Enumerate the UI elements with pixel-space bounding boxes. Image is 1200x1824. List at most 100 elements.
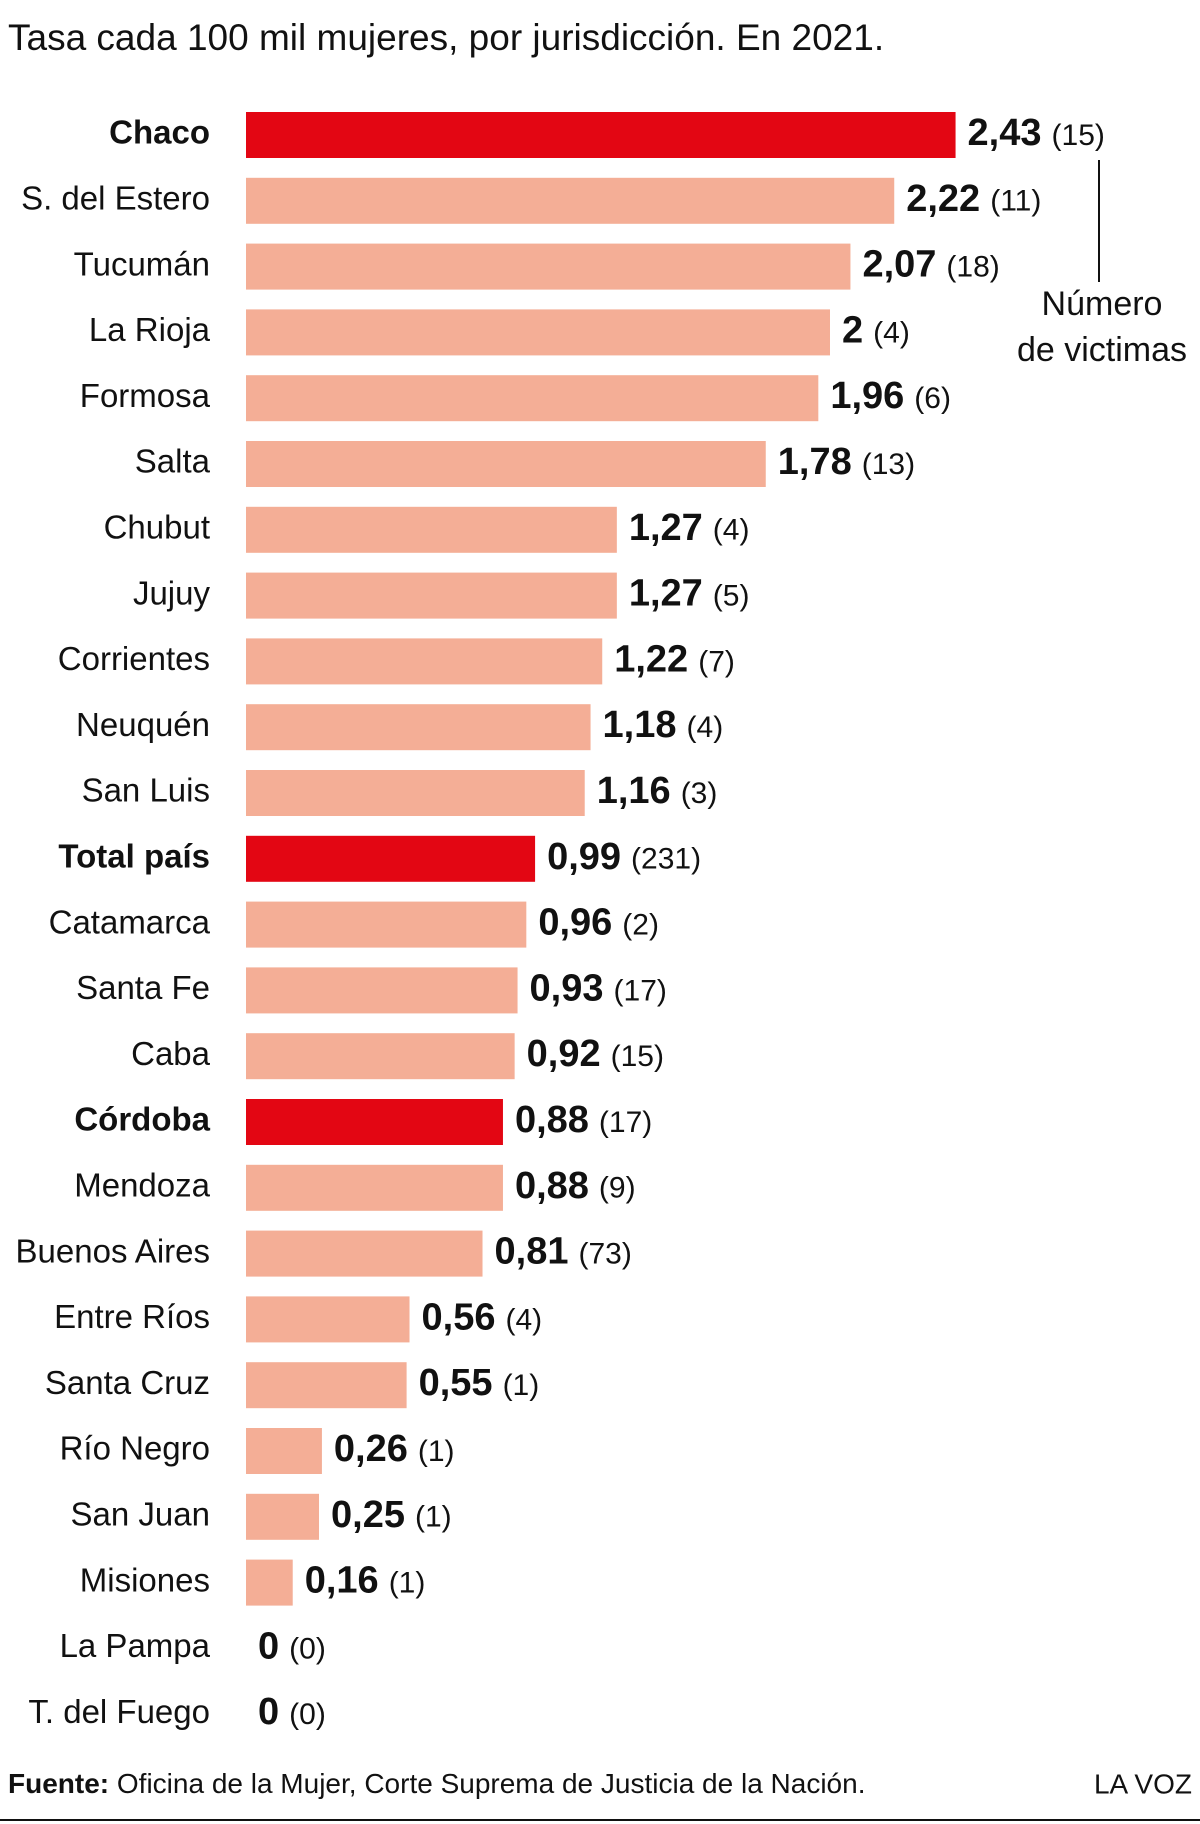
category-label: Río Negro	[60, 1430, 210, 1467]
value-label: 1,16	[597, 770, 671, 812]
bar	[246, 704, 591, 751]
victims-label: (1)	[418, 1435, 455, 1468]
category-label: Buenos Aires	[16, 1232, 210, 1269]
bar	[246, 1493, 319, 1540]
value-label: 0,88	[515, 1165, 589, 1207]
bar	[246, 835, 536, 882]
bar	[246, 1164, 503, 1211]
source-text: Oficina de la Mujer, Corte Suprema de Ju…	[117, 1768, 866, 1799]
category-label: Jujuy	[133, 574, 211, 611]
category-label: Santa Cruz	[45, 1364, 210, 1401]
bar	[246, 1296, 410, 1343]
value-label: 2	[842, 309, 863, 351]
value-label: 2,43	[968, 112, 1042, 154]
value-label: 0	[258, 1625, 279, 1667]
category-label: Neuquén	[76, 706, 210, 743]
chart-title: Tasa cada 100 mil mujeres, por jurisdicc…	[8, 17, 884, 58]
bar	[246, 638, 603, 685]
bar	[246, 1362, 407, 1409]
value-label: 2,07	[862, 244, 936, 286]
victims-label: (6)	[914, 382, 951, 415]
victims-label: (4)	[873, 316, 910, 349]
bar	[246, 770, 585, 816]
source: Fuente: Oficina de la Mujer, Corte Supre…	[8, 1768, 865, 1799]
source-label: Fuente:	[8, 1768, 109, 1799]
category-label: Corrientes	[58, 640, 210, 677]
category-label: Formosa	[80, 377, 211, 414]
bar	[246, 1033, 515, 1080]
category-label: Mendoza	[74, 1167, 210, 1204]
value-label: 1,78	[778, 441, 852, 483]
victims-label: (0)	[289, 1698, 326, 1731]
category-label: T. del Fuego	[28, 1693, 210, 1730]
victims-label: (231)	[631, 843, 701, 876]
victims-label: (13)	[862, 448, 915, 481]
victims-label: (17)	[599, 1106, 652, 1139]
bar	[246, 441, 766, 487]
category-label: Caba	[131, 1035, 211, 1072]
victims-label: (5)	[713, 580, 750, 613]
category-label: Entre Ríos	[54, 1298, 210, 1335]
victims-label: (73)	[578, 1238, 631, 1271]
value-label: 0,93	[530, 967, 604, 1009]
bar	[246, 572, 617, 619]
value-label: 0,16	[305, 1560, 379, 1602]
victims-label: (11)	[990, 185, 1041, 218]
victims-label: (4)	[713, 514, 750, 547]
value-label: 0,96	[538, 902, 612, 944]
category-label: S. del Estero	[21, 180, 210, 217]
victims-label: (3)	[681, 777, 718, 810]
bar	[246, 1230, 483, 1277]
victims-label: (15)	[1052, 119, 1105, 152]
value-label: 0,55	[419, 1362, 493, 1404]
value-label: 1,27	[629, 573, 703, 615]
victims-label: (9)	[599, 1172, 636, 1205]
category-label: Misiones	[80, 1561, 210, 1598]
victims-label: (17)	[614, 974, 667, 1007]
category-label: Chaco	[109, 114, 210, 151]
category-label: Total país	[58, 838, 210, 875]
value-label: 2,22	[906, 178, 980, 220]
category-label: Córdoba	[74, 1101, 210, 1138]
brand: LA VOZ	[1094, 1768, 1192, 1799]
value-label: 0,26	[334, 1428, 408, 1470]
victims-label: (2)	[622, 909, 659, 942]
value-label: 1,22	[614, 638, 688, 680]
value-label: 0,99	[547, 836, 621, 878]
bar	[246, 506, 617, 553]
victims-label: (1)	[415, 1501, 452, 1534]
category-label: Catamarca	[49, 903, 211, 940]
victims-label: (4)	[687, 711, 724, 744]
value-label: 0,92	[527, 1033, 601, 1075]
victims-label: (1)	[389, 1567, 426, 1600]
value-label: 0,56	[422, 1296, 496, 1338]
bar	[246, 177, 895, 224]
bar	[246, 243, 851, 290]
victims-label: (0)	[289, 1632, 326, 1665]
value-label: 1,96	[830, 375, 904, 417]
value-label: 0,25	[331, 1494, 405, 1536]
bar	[246, 901, 527, 948]
category-label: La Pampa	[60, 1627, 211, 1664]
annotation: de victimas	[1017, 331, 1187, 369]
value-label: 0,81	[495, 1231, 569, 1273]
category-label: Santa Fe	[76, 969, 210, 1006]
value-label: 1,18	[603, 704, 677, 746]
category-label: San Luis	[82, 772, 210, 809]
bar	[246, 1559, 293, 1606]
bar	[246, 1099, 503, 1145]
category-label: Salta	[135, 443, 211, 480]
category-label: Chubut	[104, 509, 210, 546]
category-label: La Rioja	[89, 311, 211, 348]
victims-label: (15)	[611, 1040, 664, 1073]
victims-label: (18)	[946, 251, 999, 284]
bar	[246, 375, 819, 422]
annotation: Número	[1042, 285, 1163, 323]
value-label: 1,27	[629, 507, 703, 549]
bar	[246, 1428, 322, 1474]
bar	[246, 967, 518, 1014]
victims-label: (4)	[505, 1303, 542, 1336]
category-label: Tucumán	[74, 245, 210, 282]
bar	[246, 309, 830, 356]
